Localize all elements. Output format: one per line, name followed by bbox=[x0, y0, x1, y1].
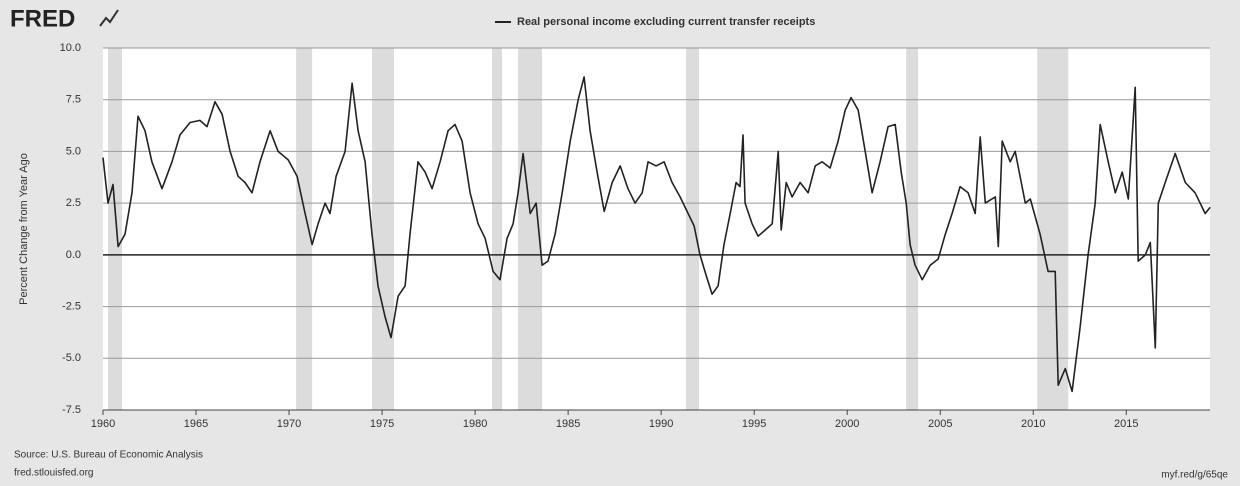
source: Source: U.S. Bureau of Economic Analysis bbox=[14, 450, 203, 461]
y-tick-label: 10.0 bbox=[60, 42, 81, 54]
x-tick-label: 2015 bbox=[1114, 418, 1138, 430]
y-tick-label: -7.5 bbox=[62, 404, 81, 416]
x-tick-label: 1960 bbox=[91, 418, 115, 430]
site: fred.stlouisfed.org bbox=[14, 468, 94, 479]
x-tick-label: 1995 bbox=[742, 418, 766, 430]
x-tick-label: 2005 bbox=[928, 418, 952, 430]
short-url: myf.red/g/65qe bbox=[1161, 470, 1228, 481]
recession-band bbox=[686, 48, 700, 410]
x-tick-label: 1970 bbox=[277, 418, 301, 430]
y-tick-label: 0.0 bbox=[66, 249, 81, 261]
recession-band bbox=[296, 48, 313, 410]
recession-band bbox=[492, 48, 503, 410]
y-axis-label: Percent Change from Year Ago bbox=[18, 153, 30, 305]
recession-band bbox=[108, 48, 122, 410]
y-tick-label: -5.0 bbox=[62, 352, 81, 364]
y-tick-label: -2.5 bbox=[62, 300, 81, 312]
x-tick-label: 1980 bbox=[463, 418, 487, 430]
x-tick-label: 1985 bbox=[556, 418, 580, 430]
y-tick-label: 2.5 bbox=[66, 197, 81, 209]
legend-label: Real personal income excluding current t… bbox=[517, 16, 815, 28]
series-line bbox=[102, 76, 1211, 393]
y-tick-label: 7.5 bbox=[66, 94, 81, 106]
x-tick-label: 2000 bbox=[835, 418, 859, 430]
x-tick-label: 1990 bbox=[649, 418, 673, 430]
recession-band bbox=[372, 48, 394, 410]
recession-band bbox=[1037, 48, 1069, 410]
x-tick-label: 1975 bbox=[370, 418, 394, 430]
y-tick-label: 5.0 bbox=[66, 145, 81, 157]
logo: FRED bbox=[10, 5, 75, 32]
plot-area bbox=[103, 48, 1210, 410]
logo-icon bbox=[99, 9, 119, 27]
x-tick-label: 2010 bbox=[1021, 418, 1045, 430]
x-tick-label: 1965 bbox=[184, 418, 208, 430]
recession-band bbox=[906, 48, 919, 410]
